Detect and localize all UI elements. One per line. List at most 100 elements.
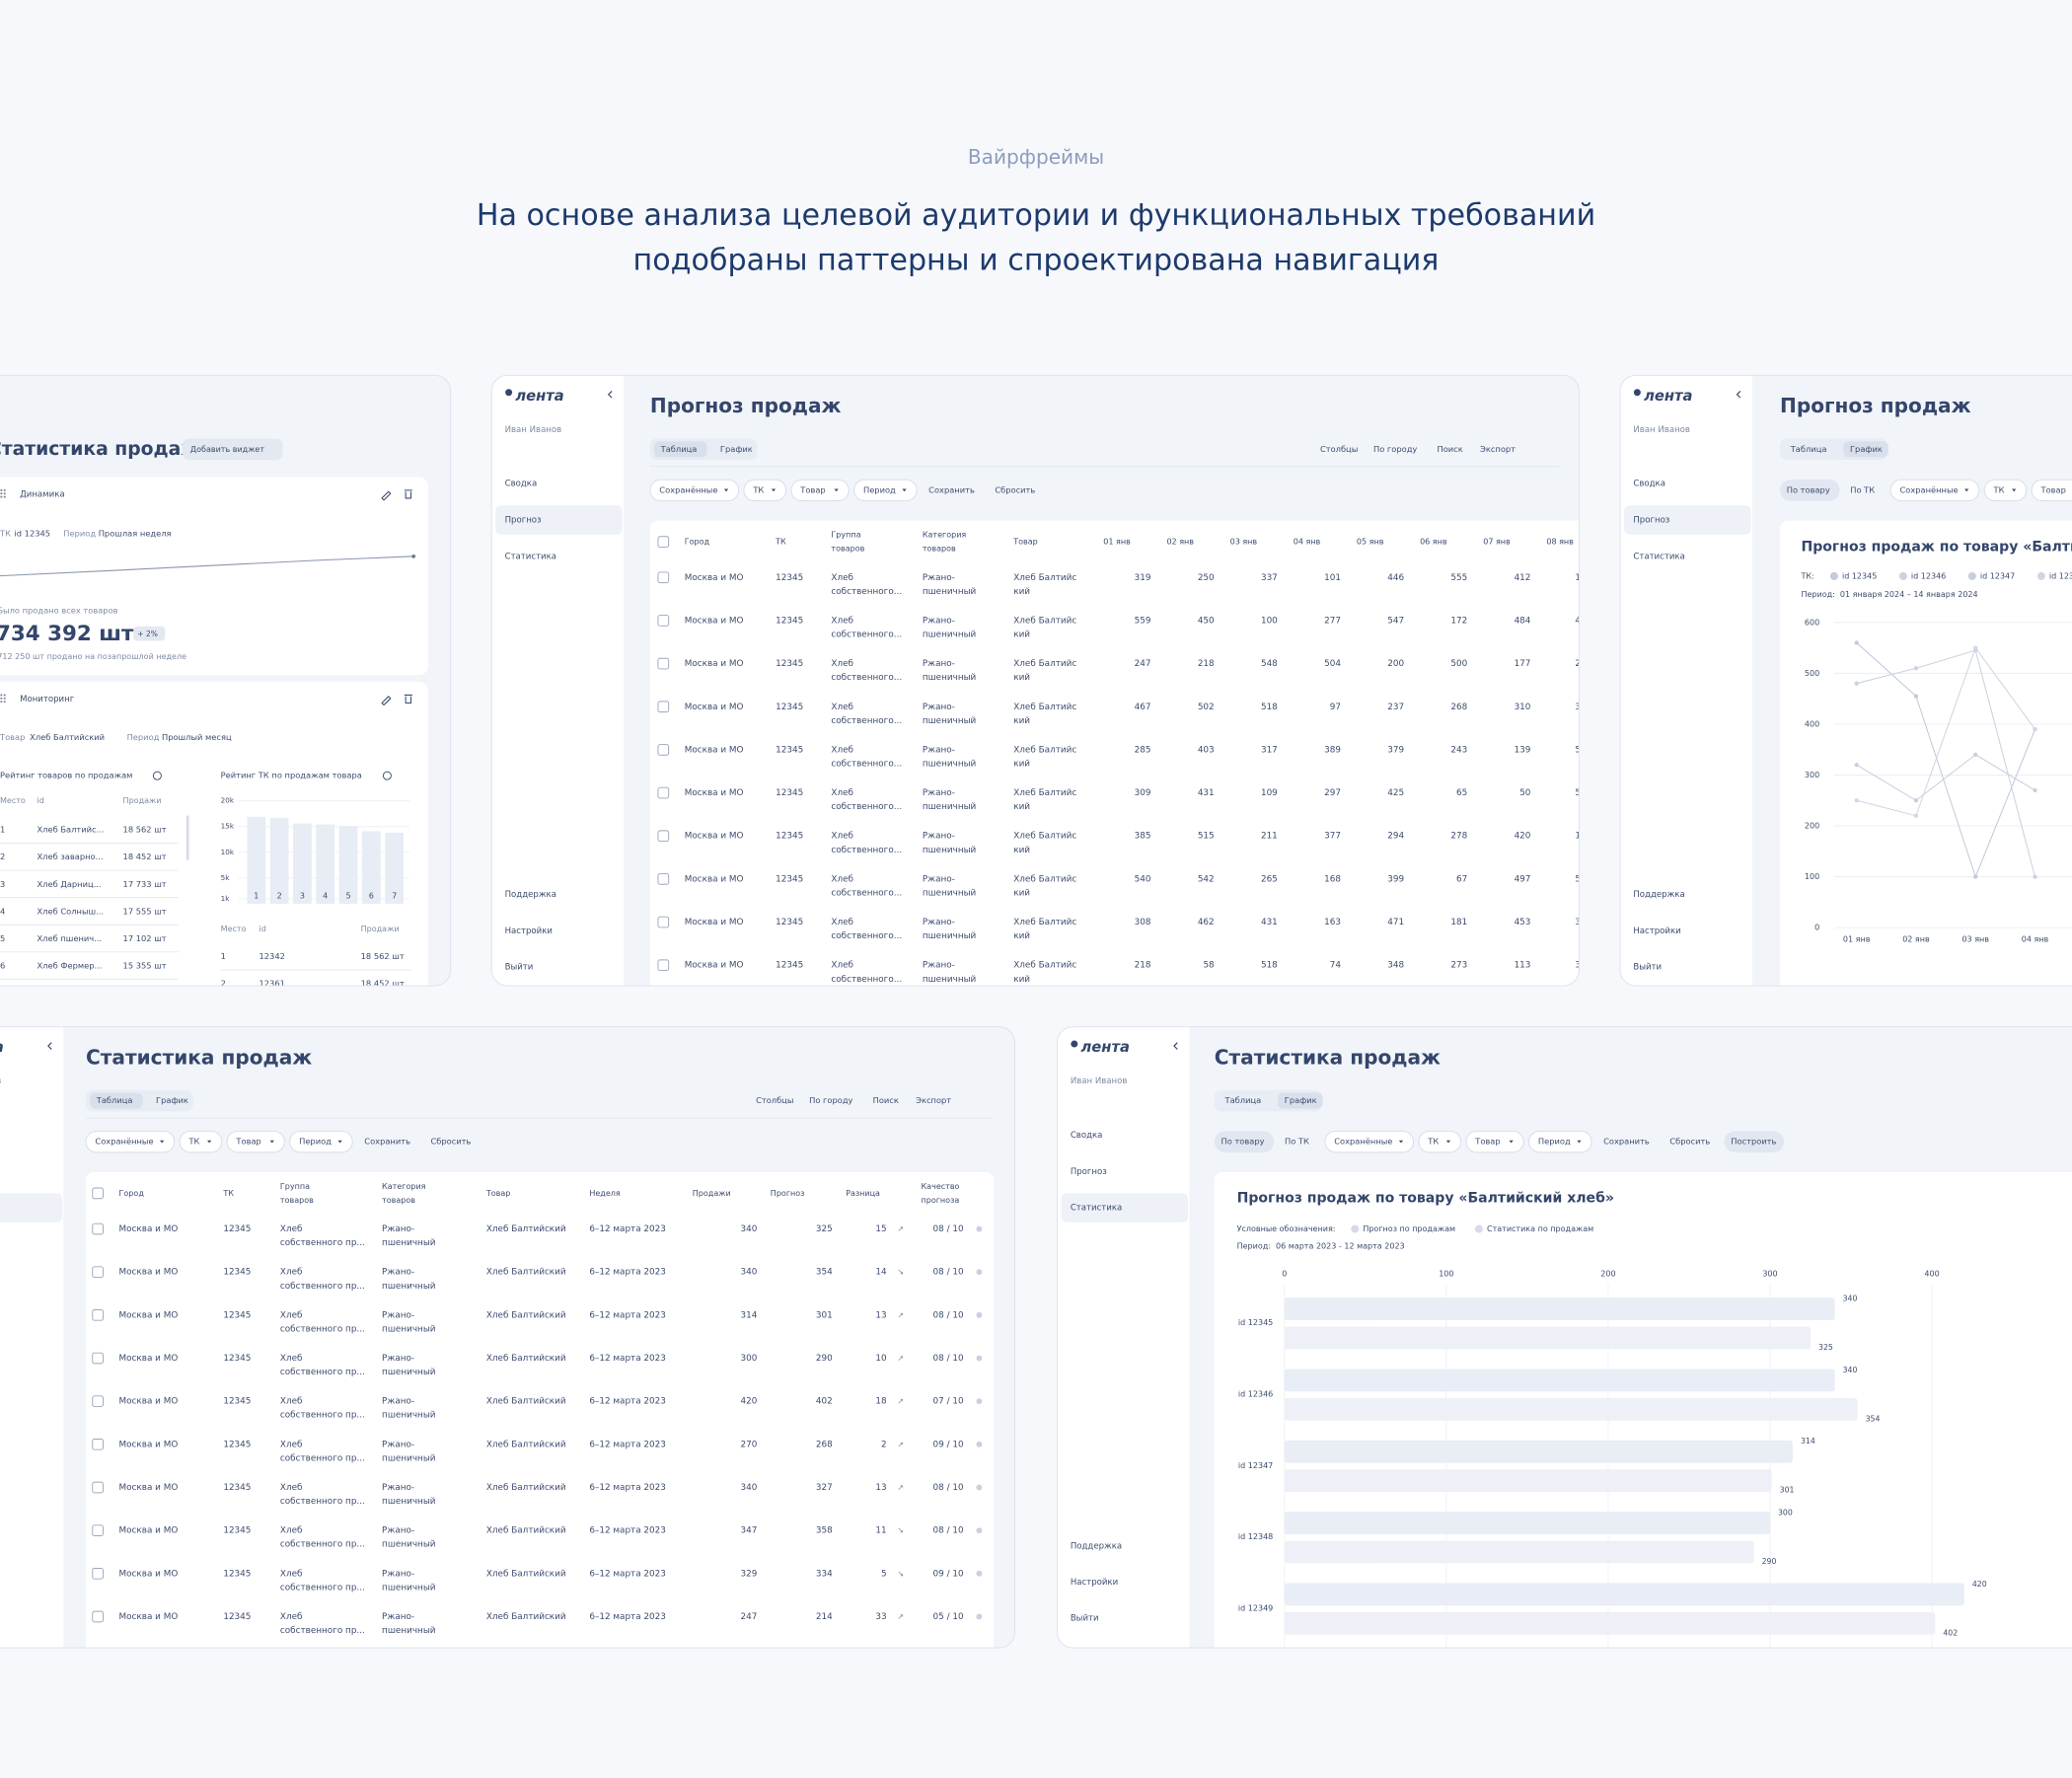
menu-item[interactable]: Настройки xyxy=(505,926,553,936)
checkbox[interactable] xyxy=(657,786,670,799)
dropdown[interactable] xyxy=(649,479,740,502)
checkbox[interactable] xyxy=(657,657,670,670)
checkbox[interactable] xyxy=(657,701,670,713)
checkbox[interactable] xyxy=(92,1481,104,1494)
action[interactable]: По городу xyxy=(1373,444,1417,454)
dropdown[interactable] xyxy=(226,1130,285,1153)
action[interactable]: Поиск xyxy=(873,1095,899,1105)
menu-item[interactable]: Прогноз xyxy=(1633,516,1669,526)
menu-item[interactable]: Прогноз xyxy=(505,516,542,526)
collapse-icon[interactable] xyxy=(1736,391,1741,399)
checkbox[interactable] xyxy=(657,615,670,627)
dropdown[interactable] xyxy=(1418,1130,1462,1153)
button[interactable]: Сохранить xyxy=(1603,1137,1650,1147)
edit-icon[interactable] xyxy=(381,490,392,501)
menu-item[interactable]: Статистика xyxy=(1071,1204,1122,1214)
checkbox[interactable] xyxy=(92,1439,104,1450)
menu-item[interactable]: Выйти xyxy=(1633,962,1662,972)
dropdown[interactable] xyxy=(1889,479,1980,502)
button[interactable]: Сбросить xyxy=(430,1137,471,1147)
checkbox[interactable] xyxy=(92,1309,104,1321)
cell: 12345 xyxy=(223,1526,251,1536)
tab[interactable]: График xyxy=(720,444,753,454)
checkbox[interactable] xyxy=(92,1352,104,1365)
action[interactable]: Экспорт xyxy=(1480,444,1516,454)
checkbox[interactable] xyxy=(657,536,670,548)
cell-number: 559 xyxy=(1135,616,1151,626)
tab[interactable]: Таблица xyxy=(660,444,698,454)
collapse-icon[interactable] xyxy=(47,1042,52,1050)
view[interactable]: По ТК xyxy=(1285,1137,1309,1147)
dropdown[interactable] xyxy=(289,1130,353,1153)
dropdown[interactable] xyxy=(1528,1130,1592,1153)
action[interactable]: Поиск xyxy=(1437,444,1462,454)
action[interactable]: Экспорт xyxy=(916,1095,951,1105)
checkbox[interactable] xyxy=(92,1610,104,1623)
dropdown[interactable] xyxy=(2031,479,2072,502)
panel: лента Иван Иванов Сводка Прогноз Статистика П… xyxy=(1057,1026,2072,1649)
view[interactable]: По товару xyxy=(1787,484,1830,494)
dropdown[interactable] xyxy=(85,1130,176,1153)
checkbox[interactable] xyxy=(92,1187,104,1200)
menu-item[interactable]: Сводка xyxy=(1633,480,1665,489)
menu-item[interactable]: Поддержка xyxy=(1071,1541,1122,1551)
button[interactable]: Сбросить xyxy=(1669,1137,1710,1147)
caption: Было продано всех товаров xyxy=(0,605,118,615)
menu-item[interactable]: Сводка xyxy=(1071,1131,1103,1141)
menu-item[interactable]: Поддержка xyxy=(505,890,556,900)
menu-item[interactable]: Сводка xyxy=(505,480,538,489)
menu-item[interactable]: Настройки xyxy=(1633,926,1680,936)
action[interactable]: По городу xyxy=(809,1095,852,1105)
view[interactable]: По товару xyxy=(1221,1137,1265,1147)
dropdown[interactable] xyxy=(1324,1130,1415,1153)
checkbox[interactable] xyxy=(92,1524,104,1536)
bar-label: 2 xyxy=(277,892,282,901)
view[interactable]: По ТК xyxy=(1850,484,1875,494)
menu-item[interactable]: Статистика xyxy=(1633,552,1684,561)
tab[interactable]: Таблица xyxy=(1790,444,1827,454)
dropdown[interactable] xyxy=(743,479,787,502)
view-active[interactable] xyxy=(1780,480,1840,501)
edit-icon[interactable] xyxy=(381,696,392,706)
tab[interactable]: График xyxy=(156,1095,188,1105)
menu-item[interactable]: Настройки xyxy=(1071,1578,1118,1588)
delete-icon[interactable] xyxy=(404,489,412,499)
view-active[interactable] xyxy=(1214,1131,1275,1152)
dropdown[interactable] xyxy=(179,1130,223,1153)
button[interactable]: Сбросить xyxy=(995,484,1035,494)
checkbox[interactable] xyxy=(92,1568,104,1580)
legend-title: ТК: xyxy=(1800,571,1813,580)
checkbox[interactable] xyxy=(657,959,670,972)
checkbox[interactable] xyxy=(657,916,670,928)
tab[interactable]: График xyxy=(1285,1095,1317,1105)
button[interactable]: Сохранить xyxy=(364,1137,410,1147)
button[interactable]: Сохранить xyxy=(928,484,975,494)
action[interactable]: Столбцы xyxy=(1320,444,1358,454)
collapse-icon[interactable] xyxy=(1173,1042,1178,1050)
checkbox[interactable] xyxy=(657,873,670,885)
add-widget[interactable] xyxy=(182,438,283,461)
checkbox[interactable] xyxy=(657,744,670,756)
dropdown[interactable] xyxy=(853,479,918,502)
menu-item[interactable]: Выйти xyxy=(1071,1614,1099,1624)
checkbox[interactable] xyxy=(657,830,670,843)
checkbox[interactable] xyxy=(92,1395,104,1408)
delete-icon[interactable] xyxy=(404,694,412,704)
cell-number: 340 xyxy=(741,1224,758,1234)
menu-item[interactable]: Статистика xyxy=(505,552,556,561)
checkbox[interactable] xyxy=(657,571,670,584)
action[interactable]: Столбцы xyxy=(756,1095,793,1105)
tab[interactable]: График xyxy=(1850,444,1883,454)
checkbox[interactable] xyxy=(92,1266,104,1279)
dropdown[interactable] xyxy=(790,479,850,502)
checkbox[interactable] xyxy=(92,1222,104,1235)
collapse-icon[interactable] xyxy=(607,391,613,399)
primary-button[interactable] xyxy=(1724,1131,1785,1152)
dropdown[interactable] xyxy=(1983,479,2028,502)
menu-item[interactable]: Выйти xyxy=(505,962,534,972)
dropdown[interactable] xyxy=(1465,1130,1524,1153)
tab[interactable]: Таблица xyxy=(1224,1095,1262,1105)
menu-item[interactable]: Поддержка xyxy=(1633,890,1684,900)
tab[interactable]: Таблица xyxy=(96,1095,133,1105)
menu-item[interactable]: Прогноз xyxy=(1071,1167,1107,1177)
